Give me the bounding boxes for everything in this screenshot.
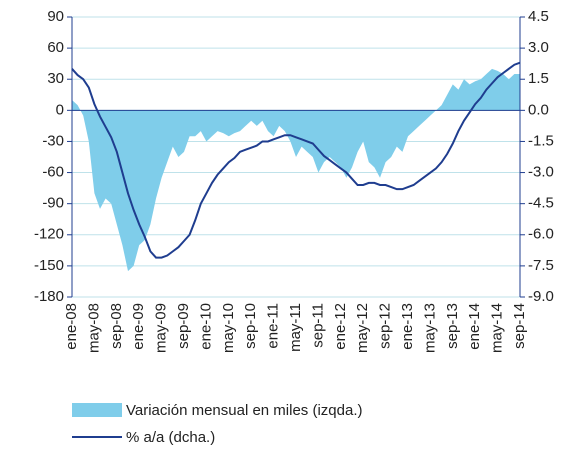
y2-tick-label: -1.5 (528, 132, 554, 149)
y2-tick-label: -4.5 (528, 195, 554, 212)
x-tick-label: sep-10 (242, 303, 259, 349)
x-tick-label: sep-09 (175, 303, 192, 349)
y2-tick-label: 4.5 (528, 8, 549, 25)
x-tick-label: may-13 (421, 303, 438, 353)
x-tick-label: sep-14 (511, 303, 528, 349)
y-tick-label: -180 (34, 288, 64, 305)
y2-tick-label: -6.0 (528, 226, 554, 243)
x-tick-label: ene-08 (63, 303, 80, 350)
x-tick-label: may-09 (153, 303, 170, 353)
area-series (72, 68, 520, 272)
x-tick-label: sep-08 (108, 303, 125, 349)
y-tick-label: -150 (34, 257, 64, 274)
x-tick-label: ene-09 (130, 303, 147, 350)
x-tick-label: may-10 (220, 303, 237, 353)
x-tick-label: ene-12 (332, 303, 349, 350)
y-tick-label: -60 (42, 164, 64, 181)
y-tick-label: -30 (42, 132, 64, 149)
y-tick-label: -120 (34, 226, 64, 243)
x-tick-label: ene-14 (466, 303, 483, 350)
x-tick-label: sep-13 (444, 303, 461, 349)
x-tick-label: ene-11 (265, 303, 282, 349)
x-tick-label: sep-11 (309, 303, 326, 348)
y-tick-label: 90 (47, 8, 64, 25)
x-tick-label: may-12 (354, 303, 371, 353)
y2-tick-label: 3.0 (528, 39, 549, 56)
x-tick-label: ene-13 (399, 303, 416, 350)
legend-label: Variación mensual en miles (izqda.) (126, 402, 363, 419)
x-tick-label: may-14 (489, 303, 506, 353)
line-series (71, 61, 521, 259)
legend-label: % a/a (dcha.) (126, 429, 215, 446)
x-tick-label: ene-10 (197, 303, 214, 350)
y-tick-label: 60 (47, 39, 64, 56)
legend-swatch (72, 403, 122, 417)
y2-tick-label: -9.0 (528, 288, 554, 305)
x-tick-label: may-11 (287, 303, 304, 352)
y-tick-label: 30 (47, 70, 64, 87)
x-tick-label: may-08 (85, 303, 102, 353)
y2-tick-label: -3.0 (528, 164, 554, 181)
x-tick-label: sep-12 (377, 303, 394, 349)
y2-tick-label: 1.5 (528, 70, 549, 87)
y2-tick-label: -7.5 (528, 257, 554, 274)
y2-tick-label: 0.0 (528, 101, 549, 118)
y-tick-label: 0 (56, 101, 64, 118)
y-tick-label: -90 (42, 195, 64, 212)
